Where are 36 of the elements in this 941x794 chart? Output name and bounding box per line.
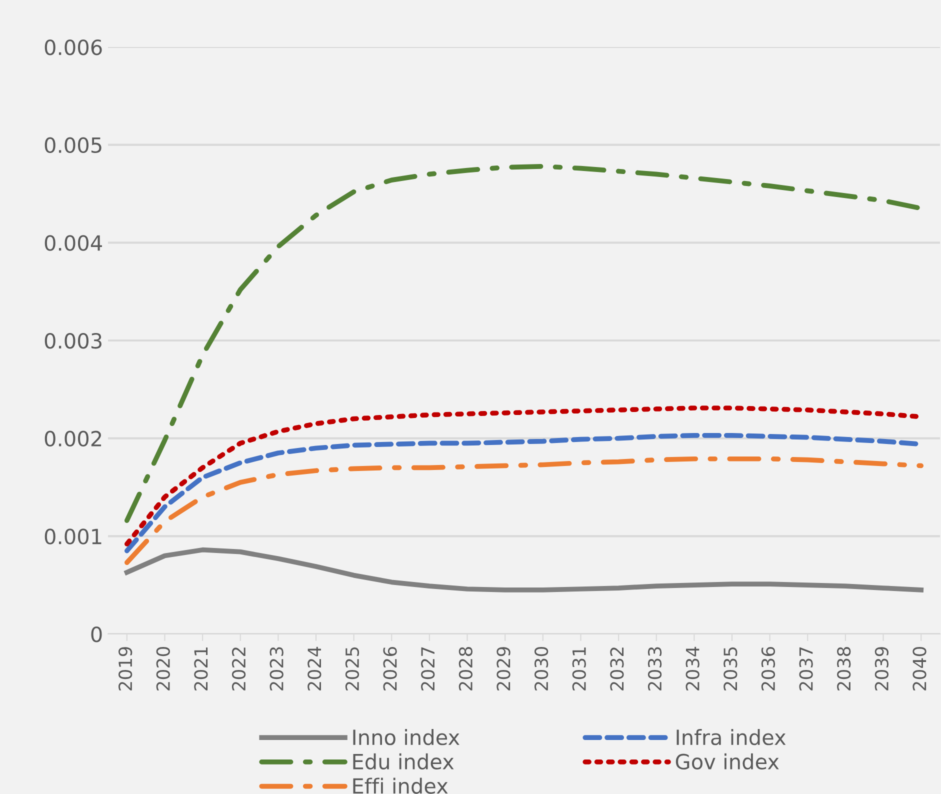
legend-label: Gov index <box>676 753 779 770</box>
y-tick-label: 0.003 <box>44 332 102 349</box>
x-tick-label: 2036 <box>761 646 776 690</box>
legend-label: Effi index <box>353 778 448 794</box>
legend-label: Inno index <box>353 729 460 746</box>
line-series <box>124 456 924 566</box>
x-tick-label: 2026 <box>383 646 397 690</box>
x-tick-label: 2027 <box>421 647 435 690</box>
x-tick-label: 2025 <box>345 647 360 690</box>
x-tick-label: 2030 <box>534 647 548 690</box>
x-tick-label: 2037 <box>799 647 813 690</box>
x-tick-label: 2038 <box>837 647 851 690</box>
x-tick-label: 2029 <box>496 647 510 690</box>
x-tick-label: 2039 <box>874 647 889 690</box>
y-tick-label: 0.001 <box>44 528 102 544</box>
x-tick-label: 2031 <box>572 647 586 690</box>
x-tick-label: 2040 <box>912 647 926 690</box>
x-tick-label: 2034 <box>686 646 700 690</box>
y-tick-label: 0.004 <box>44 235 102 251</box>
x-tick-label: 2024 <box>308 646 322 690</box>
x-tick-label: 2033 <box>648 647 662 690</box>
x-tick-label: 2035 <box>724 647 738 690</box>
x-tick-label: 2021 <box>194 647 208 690</box>
legend-label: Infra index <box>676 729 786 746</box>
x-tick-label: 2022 <box>232 648 246 690</box>
line-series <box>124 547 924 592</box>
y-tick-label: 0.005 <box>44 137 102 154</box>
y-tick-label: 0.006 <box>44 39 102 56</box>
y-tick-label: 0 <box>91 626 102 642</box>
legend-label: Edu index <box>353 753 454 770</box>
x-tick-label: 2019 <box>118 647 132 690</box>
x-tick-label: 2023 <box>270 647 284 690</box>
x-tick-label: 2020 <box>156 647 170 690</box>
x-tick-label: 2028 <box>458 647 473 690</box>
y-tick-label: 0.002 <box>44 430 102 447</box>
x-tick-label: 2032 <box>610 648 624 690</box>
